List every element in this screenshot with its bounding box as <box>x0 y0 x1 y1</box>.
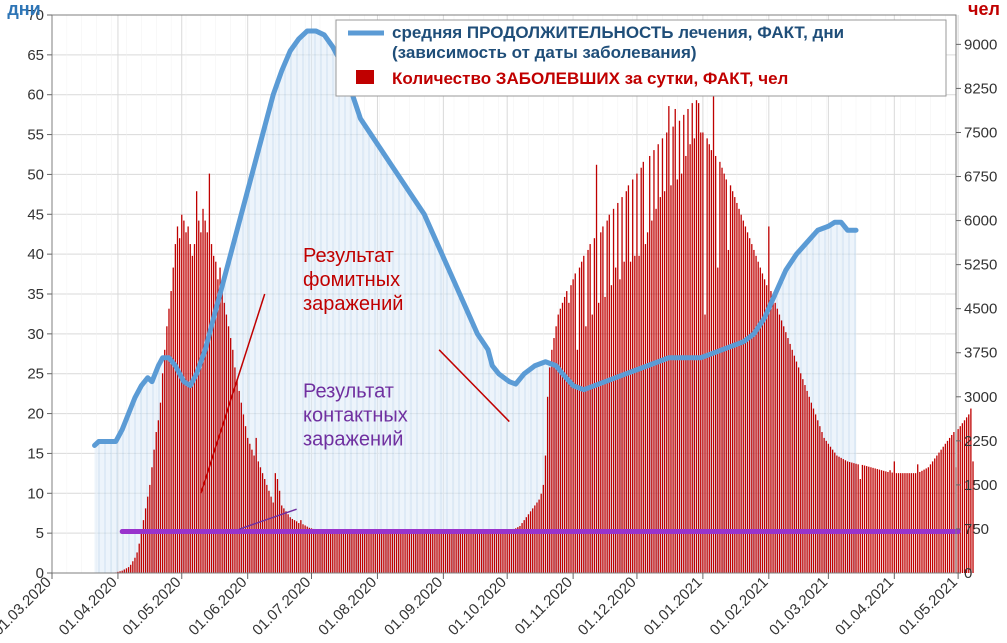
ytick-left: 10 <box>27 485 44 502</box>
xtick-label: 01.04.2020 <box>56 574 121 639</box>
annotation-contact: контактных <box>303 405 408 427</box>
xtick-label: 01.05.2021 <box>896 574 961 639</box>
annotation-contact: Результат <box>303 381 394 403</box>
ytick-right: 6750 <box>964 169 997 186</box>
ytick-right: 7500 <box>964 124 997 141</box>
ytick-right: 1500 <box>964 477 997 494</box>
ytick-right: 5250 <box>964 257 997 274</box>
xtick-label: 01.02.2021 <box>707 574 772 639</box>
annotation-contact: заражений <box>303 429 403 451</box>
y-axis-left-label: дни <box>7 0 40 19</box>
annotation-fomite: заражений <box>303 293 403 315</box>
ytick-right: 9000 <box>964 36 997 53</box>
y-axis-right-label: чел <box>968 0 1000 19</box>
ytick-left: 50 <box>27 166 44 183</box>
ytick-left: 35 <box>27 286 44 303</box>
xtick-label: 01.06.2020 <box>185 574 250 639</box>
xtick-label: 01.10.2020 <box>445 574 510 639</box>
legend-text: (зависимость от даты заболевания) <box>392 43 697 62</box>
chart-root: 0510152025303540455055606570дни075015002… <box>0 0 1007 643</box>
legend-text: Количество ЗАБОЛЕВШИХ за сутки, ФАКТ, че… <box>392 69 788 88</box>
ytick-right: 4500 <box>964 301 997 318</box>
ytick-right: 8250 <box>964 80 997 97</box>
xtick-label: 01.12.2020 <box>575 574 640 639</box>
annotation-fomite: Результат <box>303 245 394 267</box>
ytick-left: 55 <box>27 127 44 144</box>
ytick-left: 45 <box>27 206 44 223</box>
annotation-fomite: фомитных <box>303 269 400 291</box>
xtick-label: 01.08.2020 <box>315 574 380 639</box>
xtick-label: 01.03.2021 <box>766 574 831 639</box>
xtick-label: 01.01.2021 <box>641 574 706 639</box>
ytick-right: 2250 <box>964 433 997 450</box>
ytick-right: 3000 <box>964 389 997 406</box>
xtick-label: 01.09.2020 <box>381 574 446 639</box>
chart-svg: 0510152025303540455055606570дни075015002… <box>0 0 1007 643</box>
ytick-left: 65 <box>27 47 44 64</box>
ytick-left: 25 <box>27 366 44 383</box>
ytick-left: 30 <box>27 326 44 343</box>
xtick-label: 01.07.2020 <box>249 574 314 639</box>
xtick-label: 01.11.2020 <box>512 574 576 638</box>
xtick-label: 01.03.2020 <box>0 574 55 639</box>
ytick-left: 60 <box>27 87 44 104</box>
ytick-left: 20 <box>27 406 44 423</box>
ytick-left: 15 <box>27 445 44 462</box>
legend-text: средняя ПРОДОЛЖИТЕЛЬНОСТЬ лечения, ФАКТ,… <box>392 23 844 42</box>
ytick-left: 5 <box>36 525 44 542</box>
ytick-right: 0 <box>964 565 972 582</box>
xtick-label: 01.05.2020 <box>119 574 184 639</box>
ytick-left: 40 <box>27 246 44 263</box>
ytick-right: 6000 <box>964 213 997 230</box>
xtick-label: 01.04.2021 <box>832 574 897 639</box>
ytick-right: 750 <box>964 521 989 538</box>
ytick-right: 3750 <box>964 345 997 362</box>
